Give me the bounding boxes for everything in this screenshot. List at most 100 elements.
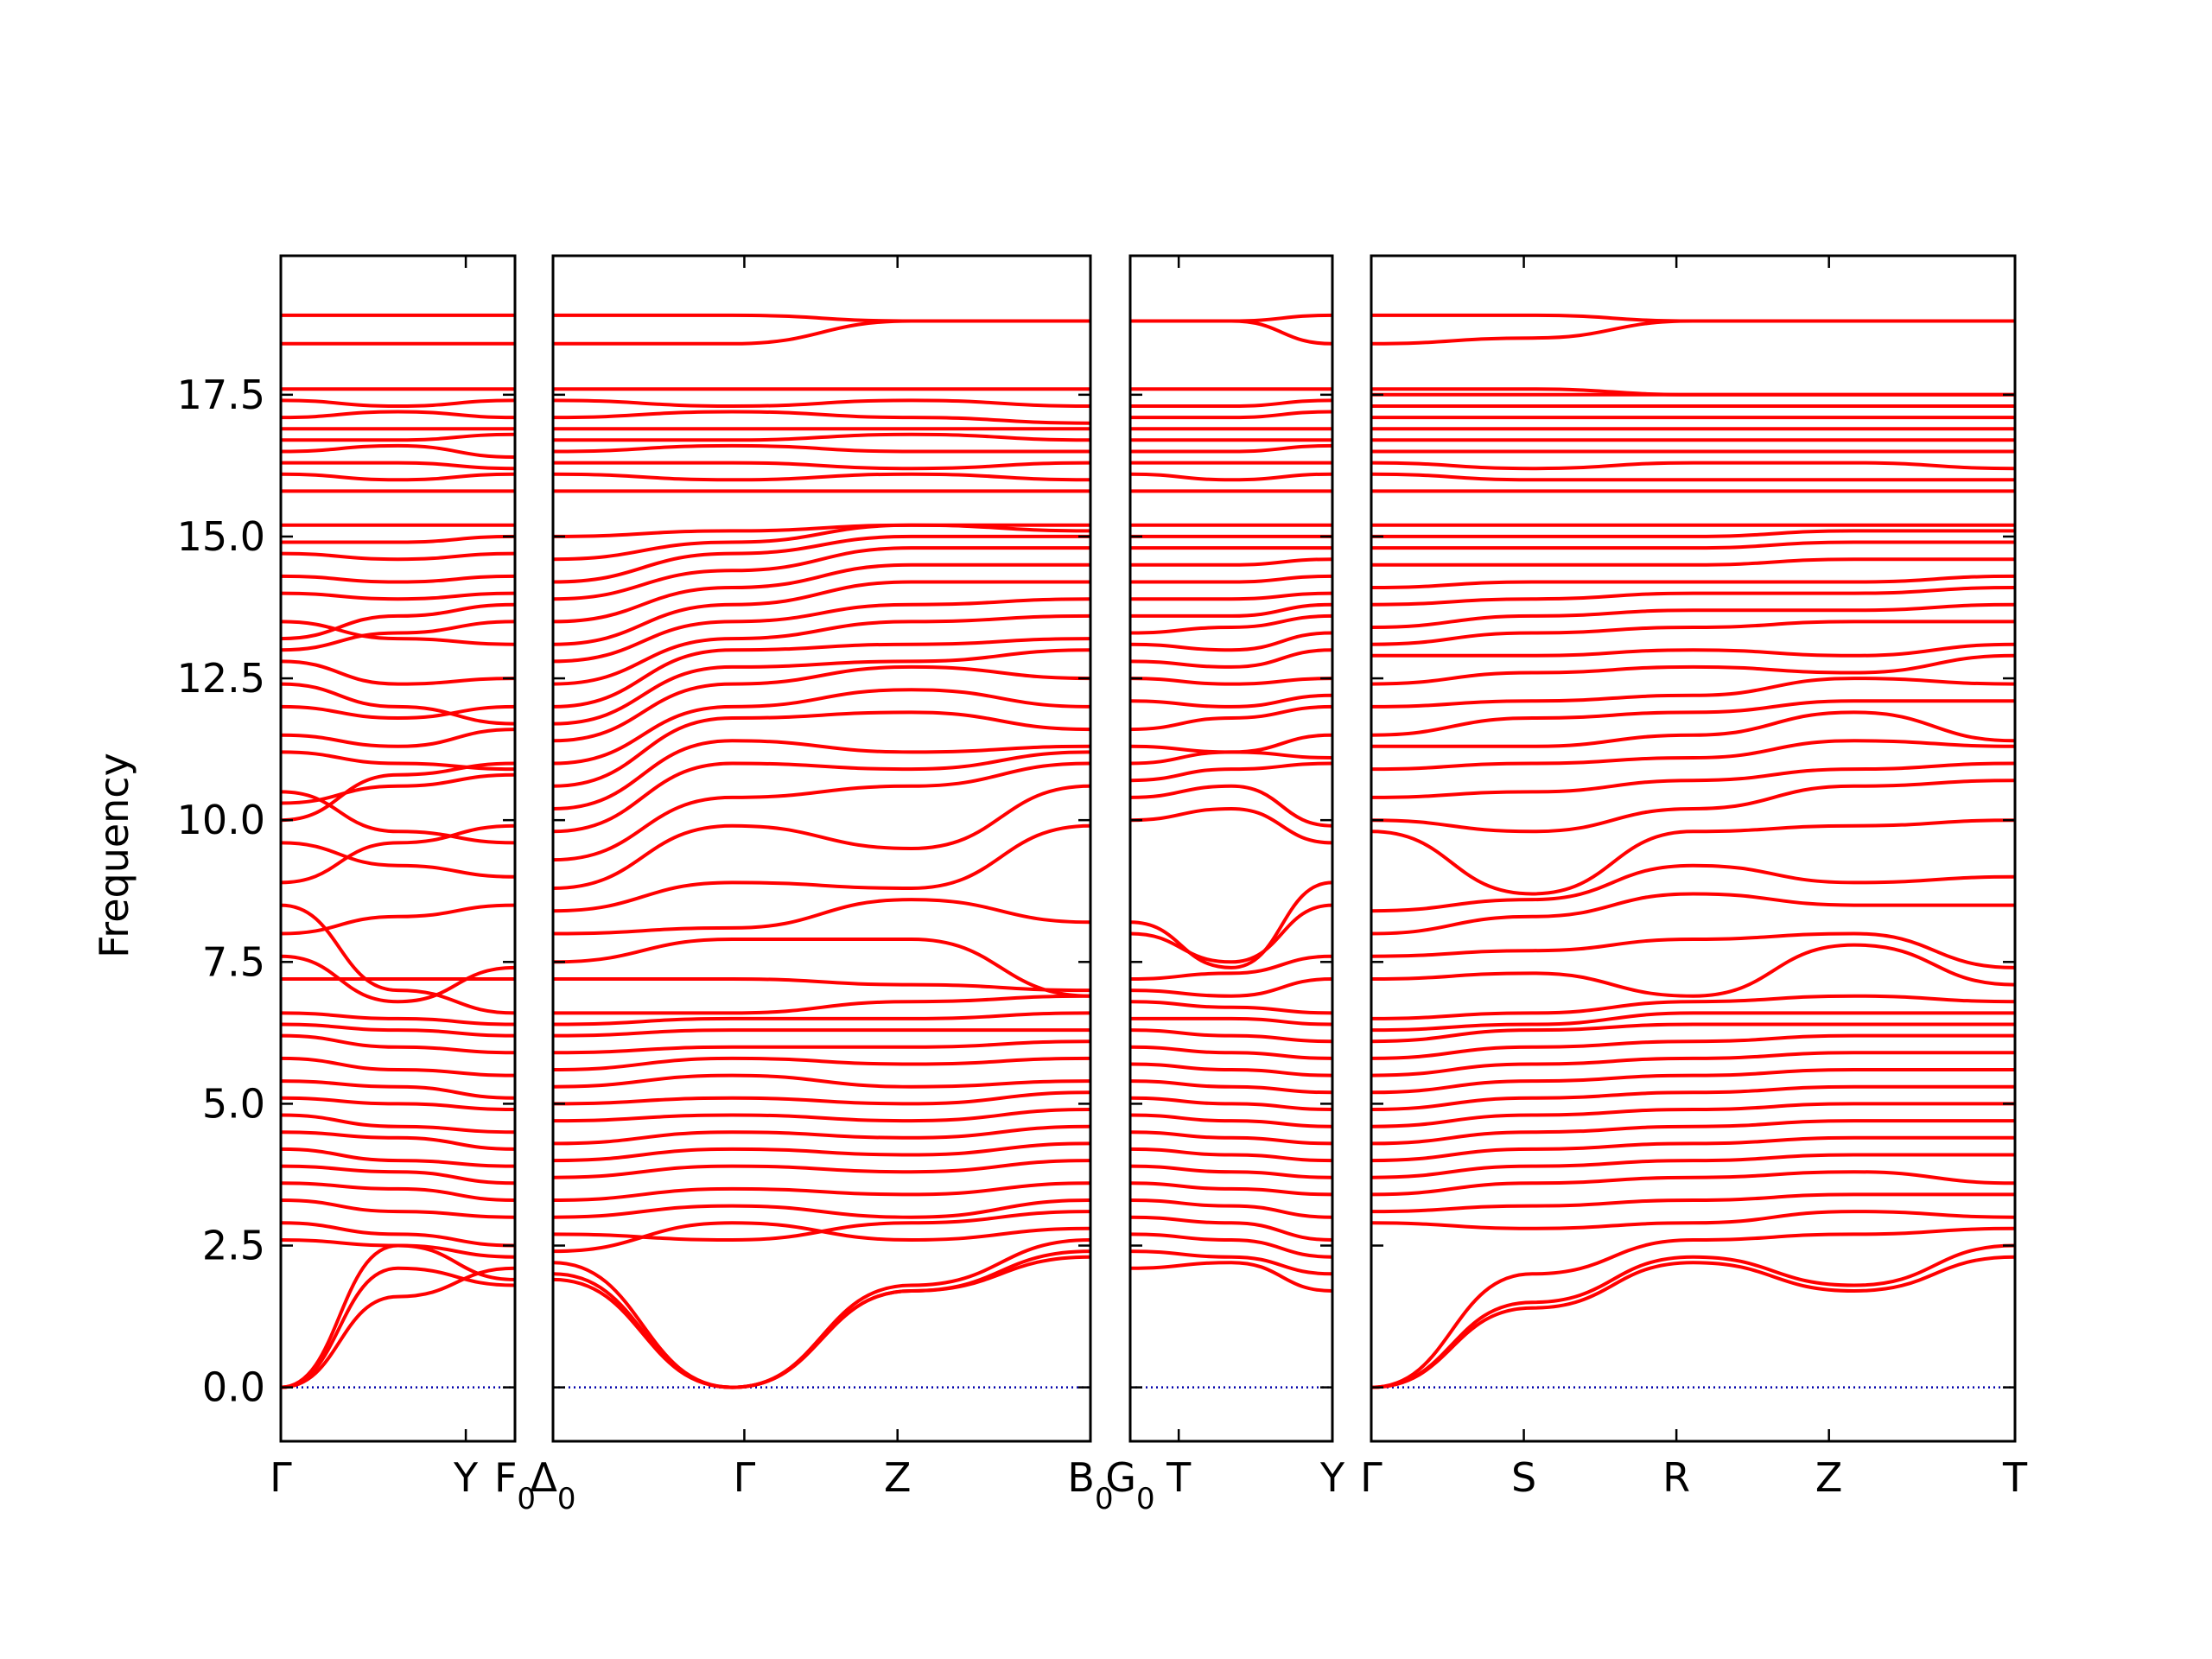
band-line (1371, 642, 2015, 658)
band-line (1371, 818, 2015, 896)
y-tick-label: 17.5 (177, 372, 265, 418)
band-line (1371, 1033, 2015, 1060)
band-line (553, 461, 1090, 471)
band-line (281, 1011, 515, 1027)
band-line (1371, 1011, 2015, 1033)
band-line (553, 688, 1090, 766)
band-line (553, 898, 1090, 936)
band-line (281, 534, 515, 544)
band-line (1130, 954, 1332, 981)
band-line (281, 1113, 515, 1135)
band-line (281, 841, 515, 879)
band-line (281, 1266, 515, 1389)
band-line (1371, 557, 2015, 567)
y-axis-ticks: 0.0 2.5 5.0 7.5 10.0 12.5 15.0 17.5 (177, 372, 265, 1411)
band-line (1130, 784, 1332, 828)
band-line (281, 461, 515, 471)
band-line (281, 1164, 515, 1185)
band-line (1371, 313, 2015, 323)
band-line (1130, 977, 1332, 998)
band-line (281, 1238, 515, 1259)
band-line (553, 784, 1090, 890)
band-line (1130, 1079, 1332, 1095)
band-line (1130, 319, 1332, 346)
band-line (1130, 1000, 1332, 1015)
band-line (553, 1090, 1090, 1106)
band-line (1371, 1210, 2015, 1230)
band-line (1130, 677, 1332, 686)
band-line (553, 1056, 1090, 1071)
band-line (281, 1198, 515, 1219)
panel-3-bands (1130, 313, 1332, 1389)
band-line (1130, 1249, 1332, 1276)
band-line (553, 648, 1090, 726)
band-line (553, 523, 1090, 562)
band-line (1371, 653, 2015, 686)
panel-frame (1370, 254, 2017, 1443)
band-line (553, 534, 1090, 584)
panel-2-bands (553, 313, 1090, 1389)
band-line (1371, 1084, 2015, 1111)
band-line (553, 1011, 1090, 1027)
x-tick-label: Y (453, 1454, 479, 1501)
y-tick-label: 10.0 (177, 797, 265, 843)
band-line (1130, 1045, 1332, 1060)
band-line (553, 432, 1090, 442)
band-line (1371, 677, 2015, 709)
x-tick-label: F0 (494, 1454, 536, 1516)
band-line (281, 728, 515, 748)
band-line (553, 1108, 1090, 1123)
band-line (1371, 699, 2015, 737)
band-line (281, 659, 515, 686)
band-line (281, 1181, 515, 1202)
band-line (281, 432, 515, 442)
band-line (1130, 1261, 1332, 1293)
band-line (553, 761, 1090, 862)
x-tick-label: B0 (1067, 1454, 1113, 1516)
band-line (1130, 591, 1332, 601)
band-line (281, 1033, 515, 1055)
band-line (1130, 733, 1332, 754)
band-line (553, 523, 1090, 538)
band-line (553, 1181, 1090, 1202)
band-line (281, 620, 515, 646)
band-line (1130, 410, 1332, 420)
band-line (1371, 931, 2015, 969)
band-line (281, 682, 515, 726)
band-line (281, 1147, 515, 1168)
band-line (1130, 1113, 1332, 1128)
band-line (553, 1073, 1090, 1089)
band-line (1130, 693, 1332, 709)
band-line (553, 580, 1090, 646)
band-line (1130, 602, 1332, 618)
band-line (1371, 739, 2015, 772)
band-line (1130, 1062, 1332, 1077)
x-tick-label: Γ (734, 1454, 756, 1501)
band-line (281, 1266, 515, 1389)
band-line (1371, 1135, 2015, 1163)
band-line (1371, 1022, 2015, 1044)
band-line (553, 750, 1090, 834)
band-line (553, 319, 1090, 346)
band-line (1371, 1119, 2015, 1146)
band-line (553, 994, 1090, 1015)
band-line (1371, 1243, 2015, 1389)
band-line (1371, 540, 2015, 550)
band-line (281, 1096, 515, 1111)
band-line (1371, 1051, 2015, 1077)
band-line (281, 704, 515, 720)
band-line (1371, 319, 2015, 346)
band-line (281, 1079, 515, 1100)
band-line (553, 443, 1090, 454)
band-line (1130, 1028, 1332, 1044)
band-line (553, 739, 1090, 810)
band-line (1130, 631, 1332, 652)
band-line (1371, 461, 2015, 471)
x-tick-label: Z (1815, 1454, 1843, 1501)
band-line (1130, 1164, 1332, 1179)
x-tick-label: T (1166, 1454, 1192, 1501)
band-line (1130, 443, 1332, 454)
band-line (553, 410, 1090, 425)
x-tick-label: G0 (1105, 1454, 1154, 1516)
